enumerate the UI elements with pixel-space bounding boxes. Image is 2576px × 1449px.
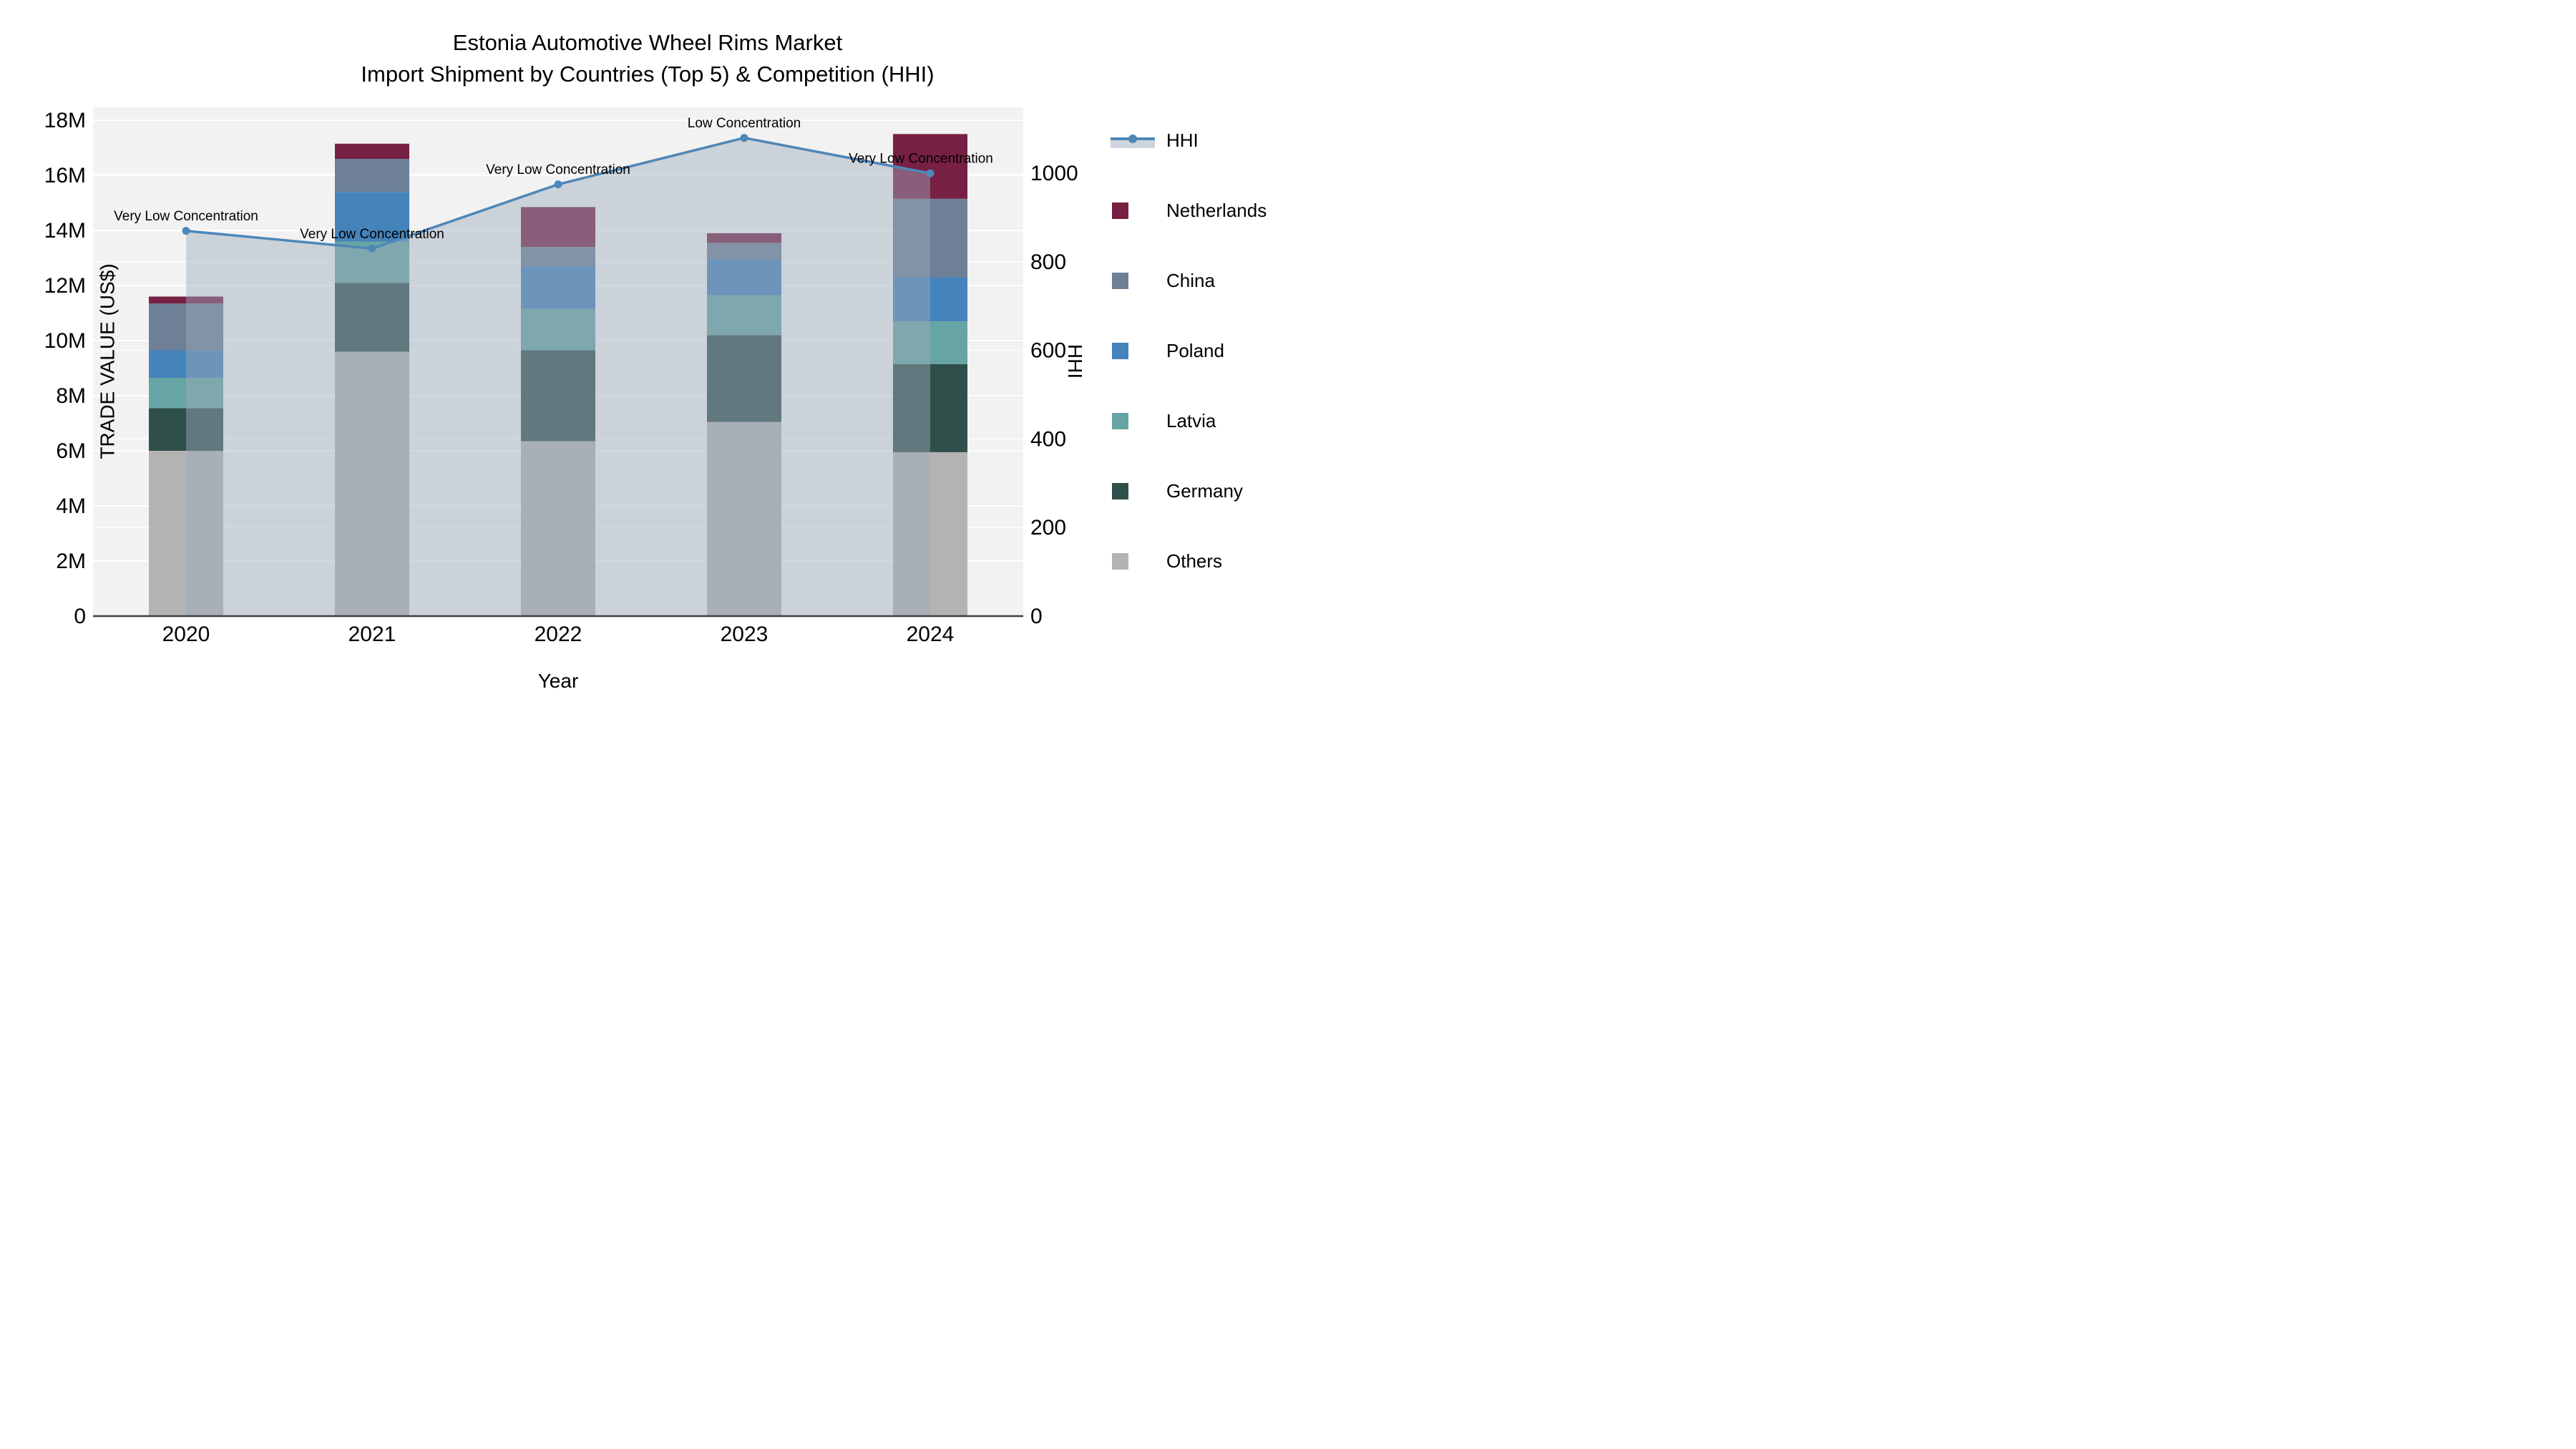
legend-swatch-others-icon (1111, 548, 1158, 574)
legend-swatch-germany-icon (1111, 478, 1158, 504)
legend-item-china[interactable]: China (1111, 268, 1267, 293)
legend: HHI Netherlands China Poland Latvia Germ… (1111, 127, 1267, 618)
bar-segment-2024-latvia[interactable] (893, 321, 967, 364)
y-right-tick-600: 600 (1030, 339, 1066, 363)
bar-segment-2022-china[interactable] (521, 247, 595, 267)
hhi-marker-2020[interactable] (182, 227, 190, 235)
x-axis-title: Year (537, 670, 579, 692)
bar-segment-2023-others[interactable] (707, 421, 781, 616)
hhi-marker-2021[interactable] (368, 244, 376, 253)
chart-title-line1: Estonia Automotive Wheel Rims Market (452, 30, 843, 55)
chart-title-line2: Import Shipment by Countries (Top 5) & C… (361, 62, 935, 87)
bar-segment-2024-germany[interactable] (893, 364, 967, 452)
annotation-2024: Very Low Concentration (849, 152, 993, 167)
legend-item-germany[interactable]: Germany (1111, 478, 1267, 504)
legend-swatch-china-icon (1111, 268, 1158, 293)
bar-segment-2023-china[interactable] (707, 243, 781, 260)
plot-svg: 0 2M 4M 6M 8M 10M 12M 14M 16M 18M 0 200 400 600 800 100… (44, 107, 1078, 646)
legend-swatch-latvia-icon (1111, 408, 1158, 434)
y-left-tick-14M: 14M (44, 219, 86, 243)
bar-segment-2024-poland[interactable] (893, 277, 967, 322)
y-right-tick-400: 400 (1030, 427, 1066, 451)
hhi-area-fill (186, 137, 930, 616)
x-tick-2020: 2020 (162, 623, 210, 646)
bar-segment-2022-poland[interactable] (521, 266, 595, 309)
hhi-marker-2022[interactable] (554, 180, 562, 189)
bar-segment-2020-china[interactable] (149, 303, 223, 351)
x-tick-2023: 2023 (721, 623, 769, 646)
y-left-tick-8M: 8M (56, 384, 86, 408)
legend-swatch-poland-icon (1111, 338, 1158, 364)
y-axis-title-left: TRADE VALUE (US$) (96, 263, 119, 459)
y-left-tick-16M: 16M (44, 164, 86, 187)
bar-segment-2020-poland[interactable] (149, 350, 223, 379)
y-left-tick-12M: 12M (44, 274, 86, 298)
hhi-marker-2024[interactable] (926, 169, 935, 177)
legend-item-others[interactable]: Others (1111, 548, 1267, 574)
bar-segment-2022-others[interactable] (521, 441, 595, 616)
bar-segment-2021-poland[interactable] (335, 192, 409, 242)
legend-item-latvia[interactable]: Latvia (1111, 408, 1267, 434)
x-tick-2022: 2022 (535, 623, 582, 646)
bar-segment-2022-latvia[interactable] (521, 308, 595, 351)
chart-canvas: Estonia Automotive Wheel Rims Market Imp… (0, 0, 1288, 725)
legend-item-hhi[interactable]: HHI (1111, 127, 1267, 153)
bar-segment-2023-latvia[interactable] (707, 295, 781, 336)
bar-segment-2023-netherlands[interactable] (707, 233, 781, 243)
x-tick-2024: 2024 (907, 623, 955, 646)
bar-segment-2020-germany[interactable] (149, 408, 223, 452)
bar-segment-2024-china[interactable] (893, 198, 967, 278)
y-left-tick-10M: 10M (44, 329, 86, 353)
legend-hhi-line-sample-icon (1111, 127, 1158, 153)
bar-segment-2020-latvia[interactable] (149, 378, 223, 409)
bar-segment-2024-netherlands[interactable] (893, 134, 967, 199)
bar-segment-2022-netherlands[interactable] (521, 207, 595, 248)
annotation-2020: Very Low Concentration (114, 209, 258, 224)
x-tick-2021: 2021 (348, 623, 396, 646)
bar-segment-2020-netherlands[interactable] (149, 296, 223, 304)
bar-segment-2021-china[interactable] (335, 158, 409, 192)
y-left-tick-18M: 18M (44, 109, 86, 132)
bar-segment-2024-others[interactable] (893, 452, 967, 616)
annotation-2023: Low Concentration (688, 116, 801, 131)
chart-title: Estonia Automotive Wheel Rims Market Imp… (0, 27, 1288, 90)
bar-segment-2023-poland[interactable] (707, 259, 781, 296)
bar-segment-2020-others[interactable] (149, 451, 223, 616)
legend-item-poland[interactable]: Poland (1111, 338, 1267, 364)
y-left-tick-2M: 2M (56, 550, 86, 573)
bar-segment-2021-others[interactable] (335, 351, 409, 616)
annotation-2021: Very Low Concentration (300, 227, 444, 242)
y-right-tick-0: 0 (1030, 605, 1043, 628)
bar-segment-2023-germany[interactable] (707, 335, 781, 422)
annotation-2022: Very Low Concentration (486, 162, 630, 177)
y-left-tick-6M: 6M (56, 439, 86, 463)
y-axis-title-right: HHI (1064, 343, 1087, 379)
y-right-tick-800: 800 (1030, 250, 1066, 274)
y-left-tick-4M: 4M (56, 494, 86, 518)
bar-segment-2022-germany[interactable] (521, 350, 595, 441)
hhi-marker-2023[interactable] (740, 134, 748, 142)
legend-swatch-netherlands-icon (1111, 197, 1158, 223)
bar-segment-2021-netherlands[interactable] (335, 143, 409, 159)
y-left-tick-0: 0 (74, 605, 86, 628)
bar-segment-2021-germany[interactable] (335, 283, 409, 352)
y-right-tick-200: 200 (1030, 516, 1066, 540)
y-right-tick-1000: 1000 (1030, 162, 1078, 185)
legend-item-netherlands[interactable]: Netherlands (1111, 197, 1267, 223)
